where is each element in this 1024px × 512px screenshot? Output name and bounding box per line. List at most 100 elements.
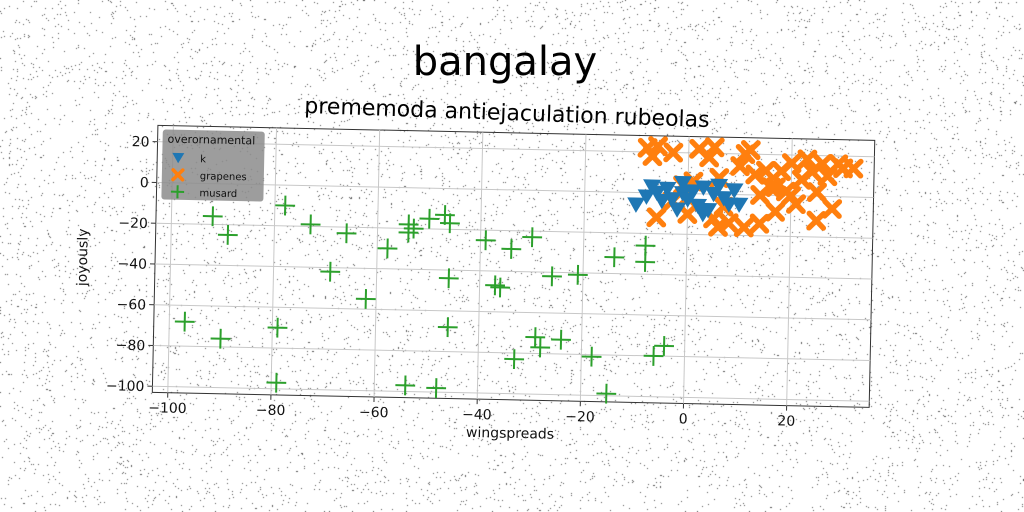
x-gridline — [373, 130, 381, 397]
data-point-musard — [398, 222, 419, 243]
data-point-musard — [336, 223, 357, 244]
data-point-musard — [440, 213, 460, 234]
legend-box — [161, 129, 265, 202]
x-gridline — [579, 134, 587, 402]
chart-title: bangalay — [413, 39, 597, 85]
data-point-musard — [267, 317, 288, 338]
plot-area: −100 −80 −60 −40 −20 0 20 20 0 −20 −40 −60 −80 −100 w… — [75, 124, 876, 443]
data-point-musard — [475, 230, 496, 251]
data-point-musard — [485, 275, 505, 296]
legend-label: grapenes — [200, 171, 247, 183]
data-point-grapenes — [806, 182, 827, 203]
data-point-musard — [377, 238, 398, 259]
data-point-grapenes — [704, 137, 725, 158]
data-point-k — [725, 183, 744, 199]
data-point-musard — [419, 208, 440, 229]
data-point-k — [730, 197, 749, 213]
axis-ticks: −100 −80 −60 −40 −20 0 20 20 0 −20 −40 −60 −80 −100 — [106, 134, 796, 430]
data-point-musard — [403, 218, 424, 239]
data-point-musard — [596, 383, 617, 404]
data-point-musard — [210, 328, 231, 349]
data-point-musard — [635, 235, 656, 256]
data-point-grapenes — [781, 153, 802, 174]
x-tick-label: −100 — [148, 400, 187, 417]
grid — [152, 125, 875, 406]
data-point-grapenes — [646, 207, 667, 228]
data-point-musard — [426, 378, 447, 398]
data-point-grapenes — [765, 177, 786, 198]
y-tick-label: 0 — [140, 175, 149, 191]
y-gridline — [153, 344, 871, 361]
data-point-grapenes — [730, 156, 751, 177]
data-point-musard — [604, 247, 625, 268]
legend-item-grapenes: grapenes — [171, 168, 247, 183]
data-point-k — [663, 191, 682, 208]
data-point-grapenes — [718, 212, 739, 234]
data-point-grapenes — [740, 139, 761, 161]
x-tick-label: −20 — [565, 409, 595, 426]
data-point-k — [658, 181, 677, 198]
series-musard — [174, 195, 674, 404]
x-tick-label: −60 — [359, 405, 389, 422]
data-point-grapenes — [755, 160, 776, 181]
data-point-musard — [643, 346, 664, 366]
x-gridline — [476, 132, 484, 400]
data-point-musard — [530, 337, 551, 358]
data-point-grapenes — [733, 217, 754, 238]
data-point-k — [668, 202, 687, 218]
y-gridline — [157, 141, 875, 158]
y-tick-label: 20 — [132, 134, 150, 150]
y-tick-label: −20 — [118, 215, 148, 232]
data-point-k — [694, 206, 713, 223]
legend-title: overornamental — [167, 133, 255, 148]
data-point-k — [643, 179, 662, 195]
legend-item-k: k — [172, 152, 206, 165]
data-point-k — [710, 178, 729, 195]
x-tick-label: −80 — [256, 403, 286, 420]
y-gridline — [152, 385, 870, 402]
legend: overornamental k grapenes musard — [161, 129, 265, 202]
data-point-musard — [174, 311, 195, 332]
data-point-grapenes — [677, 203, 698, 224]
data-point-grapenes — [647, 136, 668, 157]
y-axis-label: joyously — [75, 228, 92, 287]
data-point-k — [653, 193, 672, 210]
data-point-musard — [501, 239, 522, 259]
data-point-musard — [567, 264, 588, 285]
data-point-musard — [504, 349, 525, 370]
data-point-grapenes — [749, 213, 770, 234]
data-point-k — [694, 180, 713, 196]
x-axis-label: wingspreads — [466, 425, 554, 443]
data-marks — [174, 136, 864, 404]
y-gridline — [154, 304, 872, 321]
data-point-grapenes — [663, 142, 684, 163]
y-gridline — [154, 263, 872, 280]
data-point-musard — [202, 206, 223, 227]
legend-item-musard: musard — [170, 185, 237, 200]
y-gridline — [156, 181, 874, 198]
data-point-grapenes — [642, 146, 663, 167]
y-tick-label: −100 — [106, 378, 145, 395]
data-point-musard — [275, 195, 296, 216]
chart-subtitle: prememoda antiejaculation rubeolas — [304, 94, 710, 133]
data-point-musard — [217, 224, 238, 245]
y-tick-label: −40 — [117, 256, 147, 273]
series-k — [627, 175, 749, 223]
data-point-grapenes — [699, 147, 720, 168]
data-point-grapenes — [806, 210, 827, 231]
x-tick-label: −40 — [462, 407, 492, 424]
data-point-musard — [266, 372, 287, 393]
legend-items: k grapenes musard — [170, 152, 247, 200]
data-point-musard — [300, 214, 321, 235]
x-gridline — [270, 127, 278, 395]
data-point-k — [627, 197, 646, 213]
data-point-musard — [437, 317, 458, 338]
legend-marker-musard — [170, 185, 185, 199]
data-point-musard — [551, 329, 571, 350]
data-point-grapenes — [765, 201, 786, 222]
data-point-k — [684, 184, 703, 200]
data-point-grapenes — [797, 149, 818, 170]
data-point-musard — [490, 277, 511, 298]
data-point-musard — [581, 346, 602, 367]
